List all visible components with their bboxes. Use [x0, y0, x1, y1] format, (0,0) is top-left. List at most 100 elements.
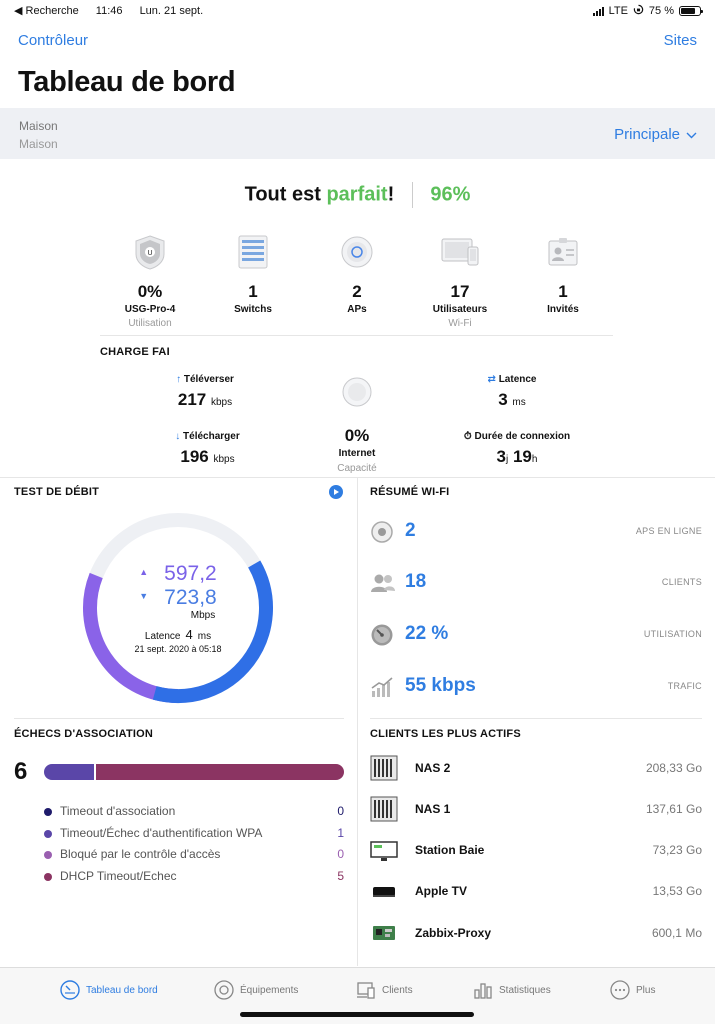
client-row[interactable]: NAS 2 208,33 Go — [370, 751, 702, 787]
tab-clients[interactable]: Clients — [356, 980, 413, 1000]
failure-count: 1 — [337, 825, 344, 840]
client-amount: 73,23 Go — [652, 843, 702, 857]
isp-download-unit: kbps — [213, 454, 235, 465]
failure-bar-gap — [94, 764, 96, 780]
isp-latency-label: Latence — [498, 374, 537, 385]
device-value: 2 — [352, 282, 362, 301]
triangle-up-icon: ▲ — [139, 567, 149, 577]
isp-internet-label: Internet — [338, 448, 376, 459]
wifi-summary-label: UTILISATION — [643, 629, 702, 639]
arrow-down-icon: ↓ — [175, 431, 181, 442]
client-row[interactable]: Station Baie 73,23 Go — [370, 833, 702, 869]
tab-dashboard[interactable]: Tableau de bord — [60, 980, 158, 1000]
failure-count: 0 — [337, 847, 344, 861]
tab-devices[interactable]: Équipements — [214, 980, 298, 1000]
wifi-summary-row[interactable]: 2 APS EN LIGNE — [370, 512, 702, 552]
device-label: Switchs — [234, 304, 272, 315]
stopwatch-icon: ⏱ — [463, 431, 472, 442]
divider — [100, 335, 613, 336]
wifi-summary-row[interactable]: 22 % UTILISATION — [370, 615, 702, 655]
failure-item: DHCP Timeout/Echec 5 — [44, 868, 344, 890]
traffic-icon — [370, 675, 394, 699]
legend-dot — [44, 808, 52, 816]
client-row[interactable]: Zabbix-Proxy 600,1 Mo — [370, 916, 702, 952]
isp-uptime-label: Durée de connexion — [474, 431, 571, 442]
speedtest-date: 21 sept. 2020 à 05:18 — [134, 644, 222, 654]
battery-icon — [679, 6, 703, 16]
isp-download: ↓ Télécharger 196 kbps — [160, 431, 255, 467]
triangle-down-icon: ▼ — [139, 591, 149, 601]
site-selector-label: Principale — [614, 126, 680, 143]
device-label: USG-Pro-4 — [124, 304, 176, 315]
raspberry-board-icon — [370, 920, 400, 946]
isp-internet: 0% Internet Capacité — [317, 376, 397, 474]
device-switch[interactable]: 1 Switchs — [203, 232, 303, 318]
legend-dot — [44, 829, 52, 838]
isp-uptime-days: 3 — [496, 447, 506, 466]
isp-internet-sub: Capacité — [337, 463, 377, 474]
tab-more[interactable]: Plus — [610, 980, 655, 1000]
divider — [411, 182, 413, 208]
status-time: 11:46 — [95, 5, 123, 17]
controller-back-button[interactable]: Contrôleur — [18, 32, 89, 49]
wifi-summary-title: RÉSUMÉ WI-FI — [370, 486, 450, 498]
device-users[interactable]: 17 Utilisateurs Wi-Fi — [410, 232, 510, 329]
health-status: parfait — [326, 183, 388, 206]
play-icon[interactable] — [329, 485, 343, 499]
top-clients-title: CLIENTS LES PLUS ACTIFS — [370, 728, 521, 740]
health-suffix: ! — [387, 183, 395, 206]
client-row[interactable]: NAS 1 137,61 Go — [370, 792, 702, 828]
device-guests[interactable]: 1 Invités — [513, 232, 613, 318]
failure-label: DHCP Timeout/Echec — [60, 868, 177, 883]
speedtest-unit: Mbps — [190, 610, 216, 621]
failure-label: Timeout/Échec d'authentification WPA — [60, 825, 263, 840]
device-gateway[interactable]: U 0% USG-Pro-4 Utilisation — [100, 232, 200, 329]
legend-dot — [44, 872, 52, 881]
back-to-app-link[interactable]: ◀ Recherche — [14, 5, 79, 17]
health-summary: Tout est parfait! 96% — [0, 182, 715, 208]
wifi-summary-value: 2 — [405, 520, 416, 541]
site-selector[interactable]: Principale — [614, 126, 697, 143]
arrow-up-icon: ↑ — [176, 374, 182, 385]
isp-upload: ↑ Téléverser 217 kbps — [160, 374, 250, 410]
association-failures-title: ÉCHECS D'ASSOCIATION — [14, 728, 154, 740]
failure-count: 0 — [337, 804, 344, 818]
speedtest-latency-unit: ms — [197, 631, 212, 642]
failure-item: Timeout/Échec d'authentification WPA 1 — [44, 825, 344, 847]
isp-internet-value: 0% — [344, 426, 370, 445]
isp-uptime-hours-unit: h — [531, 454, 538, 465]
battery-percent: 75 % — [648, 5, 674, 17]
speedtest-upload: 597,2 — [164, 562, 217, 585]
tab-label: Plus — [636, 984, 656, 996]
health-prefix: Tout est — [244, 183, 327, 206]
failure-count: 5 — [337, 868, 344, 883]
tab-label: Tableau de bord — [86, 984, 158, 996]
wifi-summary-label: CLIENTS — [661, 577, 702, 587]
isp-load-title: CHARGE FAI — [100, 346, 170, 358]
apple-tv-icon — [370, 878, 400, 904]
tab-statistics[interactable]: Statistiques — [473, 980, 551, 1000]
internet-globe-icon — [317, 376, 397, 410]
divider — [357, 477, 358, 966]
wifi-summary-row[interactable]: 18 CLIENTS — [370, 563, 702, 603]
isp-uptime-days-unit: j — [506, 454, 509, 465]
association-failures-list: Timeout d'association 0 Timeout/Échec d'… — [44, 803, 344, 889]
switch-icon — [233, 232, 273, 272]
health-score: 96% — [430, 183, 471, 206]
site-bar: Maison Maison Principale — [0, 108, 715, 159]
nas-icon — [370, 755, 400, 781]
association-failures-bar — [44, 764, 344, 780]
clients-icon — [370, 571, 395, 595]
sites-button[interactable]: Sites — [663, 32, 697, 49]
legend-dot — [44, 851, 52, 859]
wifi-summary-value: 55 kbps — [405, 675, 476, 696]
device-aps[interactable]: 2 APs — [307, 232, 407, 318]
ap-online-icon — [370, 520, 394, 544]
client-row[interactable]: Apple TV 13,53 Go — [370, 874, 702, 910]
tab-label: Équipements — [240, 984, 299, 996]
gauge-icon — [370, 623, 394, 647]
isp-upload-unit: kbps — [210, 397, 233, 408]
wifi-summary-row[interactable]: 55 kbps TRAFIC — [370, 667, 702, 707]
isp-uptime: ⏱ Durée de connexion 3j 19h — [452, 431, 582, 467]
site-name: Maison — [19, 119, 58, 133]
